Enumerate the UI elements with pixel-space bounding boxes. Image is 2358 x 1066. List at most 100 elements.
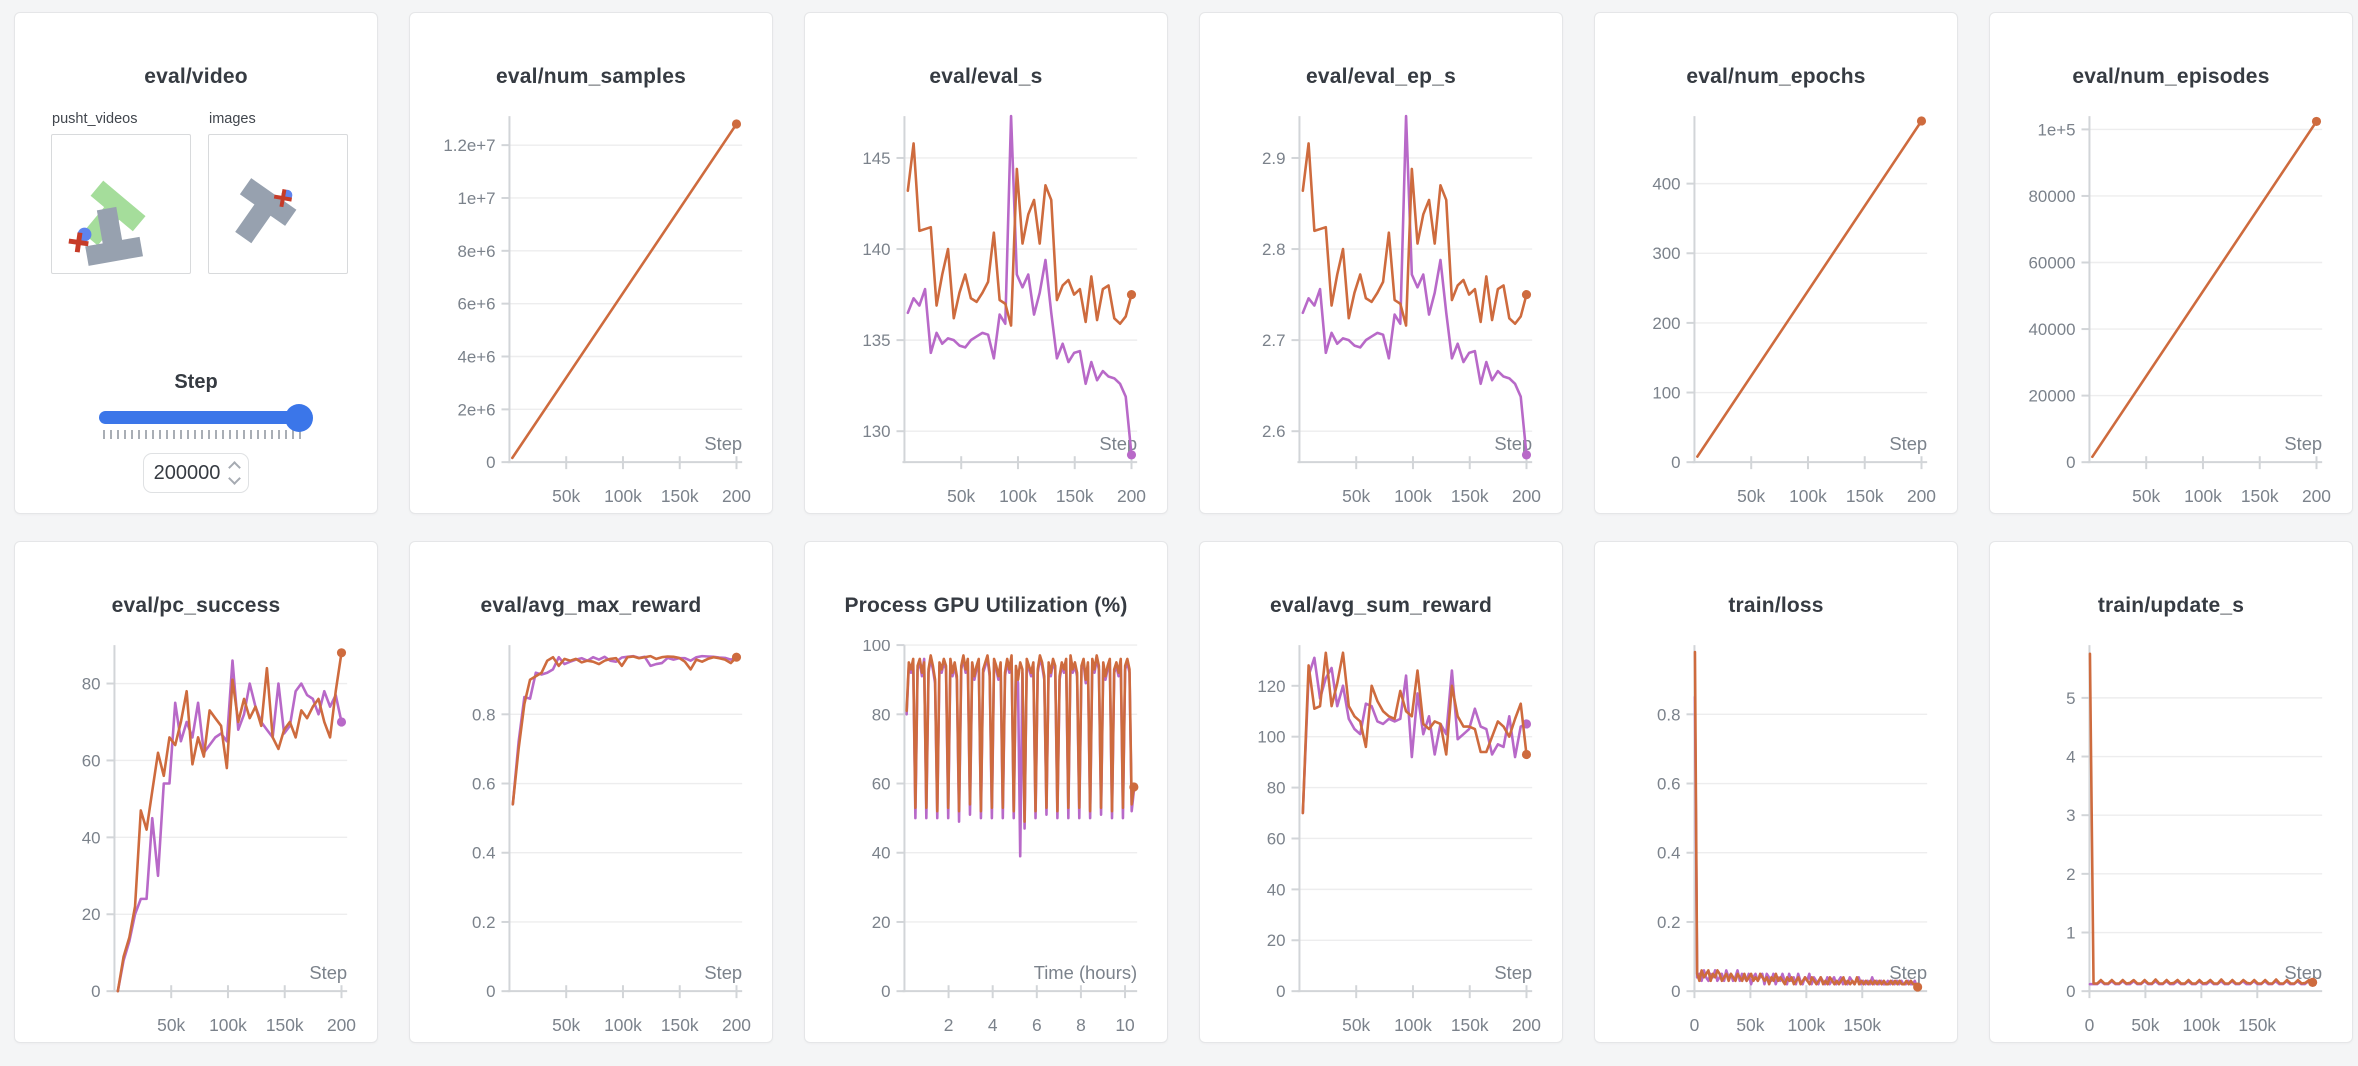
svg-text:40000: 40000 bbox=[2029, 320, 2076, 339]
svg-text:0.4: 0.4 bbox=[472, 844, 495, 863]
images-thumbnail[interactable] bbox=[208, 134, 348, 274]
svg-text:100k: 100k bbox=[1394, 486, 1432, 506]
panel-eval-eval-ep-s: eval/eval_ep_s 2.6 2.7 2.8 2.9 50k 100k 150k 20… bbox=[1199, 12, 1563, 514]
media-row: pusht_videos bbox=[51, 111, 348, 274]
svg-text:100k: 100k bbox=[209, 1015, 247, 1035]
svg-text:Step: Step bbox=[1494, 962, 1532, 983]
panel-eval-num-episodes: eval/num_episodes 0 20000 40000 60000 80000 1… bbox=[1989, 12, 2353, 514]
chart-title: eval/num_episodes bbox=[2072, 65, 2270, 88]
svg-text:1.2e+7: 1.2e+7 bbox=[443, 136, 495, 155]
svg-text:0.6: 0.6 bbox=[1657, 774, 1680, 793]
line-chart-canvas[interactable]: 0 20 40 60 80 100 2 4 6 8 10 Time (hours) bbox=[805, 640, 1167, 1042]
svg-text:145: 145 bbox=[862, 149, 890, 168]
panel-eval-num-samples: eval/num_samples 0 2e+6 4e+6 6e+6 8e+6 1e+7 1.… bbox=[409, 12, 773, 514]
chart-title: eval/avg_sum_reward bbox=[1269, 594, 1493, 617]
line-chart-canvas[interactable]: 0 20000 40000 60000 80000 1e+5 50k 100k 150k 200 S… bbox=[1990, 111, 2352, 513]
svg-text:150k: 150k bbox=[661, 1015, 699, 1035]
svg-text:50k: 50k bbox=[1342, 486, 1370, 506]
svg-text:0: 0 bbox=[1671, 453, 1680, 472]
svg-text:3: 3 bbox=[2066, 806, 2075, 825]
svg-text:50k: 50k bbox=[1736, 1015, 1764, 1035]
stepper-arrows[interactable] bbox=[228, 453, 241, 493]
svg-text:2.8: 2.8 bbox=[1262, 240, 1285, 259]
svg-text:0: 0 bbox=[2066, 453, 2075, 472]
svg-text:20: 20 bbox=[872, 913, 891, 932]
line-chart-canvas[interactable]: 0 0.2 0.4 0.6 0.8 0 50k 100k 150k Step bbox=[1595, 640, 1957, 1042]
panel-eval-eval-s: eval/eval_s 130 135 140 145 50k 100k 150k 200 St… bbox=[804, 12, 1168, 514]
media-label: pusht_videos bbox=[52, 111, 138, 127]
svg-text:0: 0 bbox=[2066, 982, 2075, 1001]
svg-text:Time (hours): Time (hours) bbox=[1034, 962, 1137, 983]
svg-text:200: 200 bbox=[1512, 486, 1541, 506]
chart-title: Process GPU Utilization (%) bbox=[844, 594, 1128, 617]
svg-text:150k: 150k bbox=[1056, 486, 1094, 506]
line-chart-canvas[interactable]: 130 135 140 145 50k 100k 150k 200 Step bbox=[805, 111, 1167, 513]
svg-text:50k: 50k bbox=[552, 1015, 580, 1035]
svg-text:100k: 100k bbox=[604, 1015, 642, 1035]
pusht-scene-image bbox=[235, 178, 297, 244]
svg-text:4: 4 bbox=[988, 1015, 998, 1035]
svg-text:150k: 150k bbox=[2241, 486, 2279, 506]
svg-text:100k: 100k bbox=[1787, 1015, 1825, 1035]
svg-text:2e+6: 2e+6 bbox=[457, 400, 495, 419]
pusht-goal-cross-icon bbox=[68, 232, 89, 253]
pusht-scene-image bbox=[68, 180, 146, 266]
step-slider[interactable] bbox=[99, 403, 313, 439]
svg-text:200: 200 bbox=[722, 1015, 751, 1035]
svg-text:60000: 60000 bbox=[2029, 253, 2076, 272]
media-images: images bbox=[208, 111, 348, 274]
svg-text:50k: 50k bbox=[552, 486, 580, 506]
svg-text:100k: 100k bbox=[1789, 486, 1827, 506]
line-chart-canvas[interactable]: 0 20 40 60 80 100 120 50k 100k 150k 200 Step bbox=[1200, 640, 1562, 1042]
slider-track[interactable] bbox=[99, 403, 313, 432]
step-value-input[interactable] bbox=[143, 453, 249, 493]
step-input bbox=[143, 453, 249, 493]
svg-text:0: 0 bbox=[1671, 982, 1680, 1001]
stepper-down-icon[interactable] bbox=[228, 472, 241, 485]
line-chart-canvas[interactable]: 0 20 40 60 80 50k 100k 150k 200 Step bbox=[15, 640, 377, 1042]
svg-text:8e+6: 8e+6 bbox=[457, 242, 495, 261]
panel-title: eval/video bbox=[144, 65, 248, 88]
svg-text:40: 40 bbox=[1267, 880, 1286, 899]
svg-text:130: 130 bbox=[862, 422, 890, 441]
svg-text:20000: 20000 bbox=[2029, 387, 2076, 406]
svg-text:0: 0 bbox=[1690, 1015, 1700, 1035]
svg-text:150k: 150k bbox=[1846, 486, 1884, 506]
pusht-block-tee bbox=[85, 206, 143, 266]
svg-text:0.2: 0.2 bbox=[472, 913, 495, 932]
svg-text:140: 140 bbox=[862, 240, 890, 259]
chart-title: eval/pc_success bbox=[111, 594, 281, 617]
line-chart-canvas[interactable]: 0 2e+6 4e+6 6e+6 8e+6 1e+7 1.2e+7 50k 100k 150k 20… bbox=[410, 111, 772, 513]
svg-text:60: 60 bbox=[82, 751, 101, 770]
svg-text:300: 300 bbox=[1652, 244, 1680, 263]
svg-text:0: 0 bbox=[486, 982, 495, 1001]
line-chart-canvas[interactable]: 2.6 2.7 2.8 2.9 50k 100k 150k 200 Step bbox=[1200, 111, 1562, 513]
svg-text:50k: 50k bbox=[2131, 1015, 2159, 1035]
svg-text:150k: 150k bbox=[1451, 1015, 1489, 1035]
panel-train-update-s: train/update_s 0 1 2 3 4 5 0 50k 100k 150k Step bbox=[1989, 541, 2353, 1043]
svg-text:80: 80 bbox=[1267, 779, 1286, 798]
pusht-block-tee bbox=[235, 178, 297, 244]
svg-text:200: 200 bbox=[1512, 1015, 1541, 1035]
svg-text:40: 40 bbox=[82, 828, 101, 847]
media-label: images bbox=[209, 111, 256, 127]
svg-text:2: 2 bbox=[944, 1015, 954, 1035]
svg-text:135: 135 bbox=[862, 331, 890, 350]
svg-text:1e+5: 1e+5 bbox=[2037, 120, 2075, 139]
svg-text:0.4: 0.4 bbox=[1657, 844, 1680, 863]
svg-text:0.2: 0.2 bbox=[1657, 913, 1680, 932]
svg-text:80: 80 bbox=[82, 675, 101, 694]
line-chart-canvas[interactable]: 0 0.2 0.4 0.6 0.8 50k 100k 150k 200 Step bbox=[410, 640, 772, 1042]
line-chart-canvas[interactable]: 0 100 200 300 400 50k 100k 150k 200 Step bbox=[1595, 111, 1957, 513]
svg-text:150k: 150k bbox=[1843, 1015, 1881, 1035]
chart-title: eval/eval_ep_s bbox=[1306, 65, 1456, 88]
pusht-video-thumbnail[interactable] bbox=[51, 134, 191, 274]
svg-text:2.9: 2.9 bbox=[1262, 149, 1285, 168]
svg-text:0: 0 bbox=[881, 982, 890, 1001]
slider-thumb[interactable] bbox=[285, 403, 313, 432]
svg-text:Step: Step bbox=[704, 433, 742, 454]
svg-text:0: 0 bbox=[486, 453, 495, 472]
svg-text:1e+7: 1e+7 bbox=[457, 189, 495, 208]
